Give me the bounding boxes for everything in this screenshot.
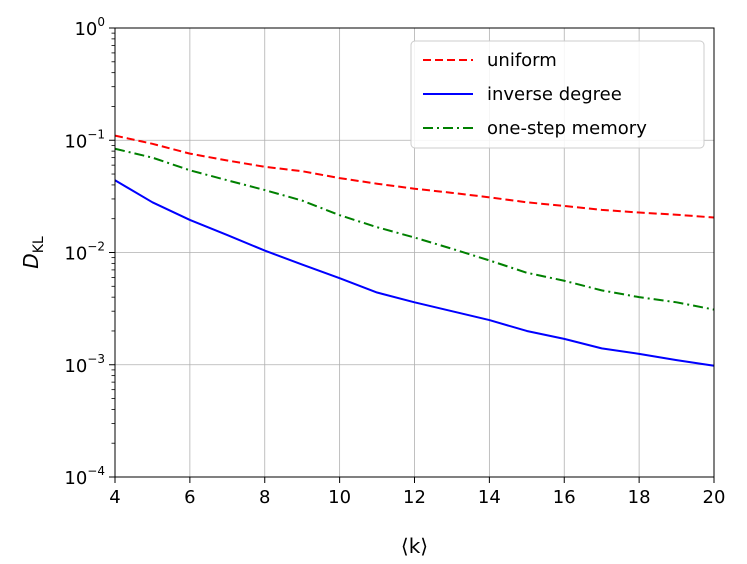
legend-label: inverse degree	[487, 84, 622, 105]
y-axis-label: DKL	[19, 236, 47, 269]
y-axis-label-subscript: KL	[31, 236, 47, 253]
x-tick-label: 8	[259, 487, 270, 508]
y-tick-label: 10−2	[64, 240, 105, 265]
x-tick-label: 12	[403, 487, 426, 508]
x-tick-label: 14	[478, 487, 501, 508]
series-lines	[114, 134, 715, 367]
series-line-inverse-degree	[114, 179, 715, 367]
series-line-uniform	[114, 134, 715, 219]
y-tick-label: 10−4	[64, 464, 105, 489]
y-axis-label-main: D	[19, 253, 43, 268]
y-tick-label: 10−3	[64, 352, 105, 377]
x-tick-label: 20	[703, 487, 726, 508]
x-tick-label: 10	[328, 487, 351, 508]
legend-label: one-step memory	[487, 118, 647, 139]
legend: uniform inverse degree one-step memory	[410, 40, 705, 149]
x-axis-label: ⟨k⟩	[401, 534, 428, 558]
y-tick-label-base: 10	[64, 468, 87, 489]
y-tick-label-exponent: 0	[97, 15, 105, 29]
y-tick-label-exponent: −4	[87, 464, 105, 478]
y-tick-label-exponent: −3	[87, 352, 105, 366]
legend-box	[410, 40, 705, 149]
series-line-one-step-memory	[114, 147, 715, 311]
y-tick-label-base: 10	[74, 19, 97, 40]
x-tick-label: 18	[628, 487, 651, 508]
y-tick-label-exponent: −2	[87, 240, 105, 254]
x-tick-label: 4	[109, 487, 120, 508]
y-tick-label-base: 10	[64, 131, 87, 152]
y-tick-label: 10−1	[64, 127, 105, 152]
x-tick-label: 6	[184, 487, 195, 508]
y-tick-label-exponent: −1	[87, 127, 105, 141]
legend-label: uniform	[487, 50, 557, 71]
y-tick-label: 100	[74, 15, 105, 40]
y-tick-label-base: 10	[64, 356, 87, 377]
y-tick-label-base: 10	[64, 244, 87, 265]
x-tick-label: 16	[553, 487, 576, 508]
